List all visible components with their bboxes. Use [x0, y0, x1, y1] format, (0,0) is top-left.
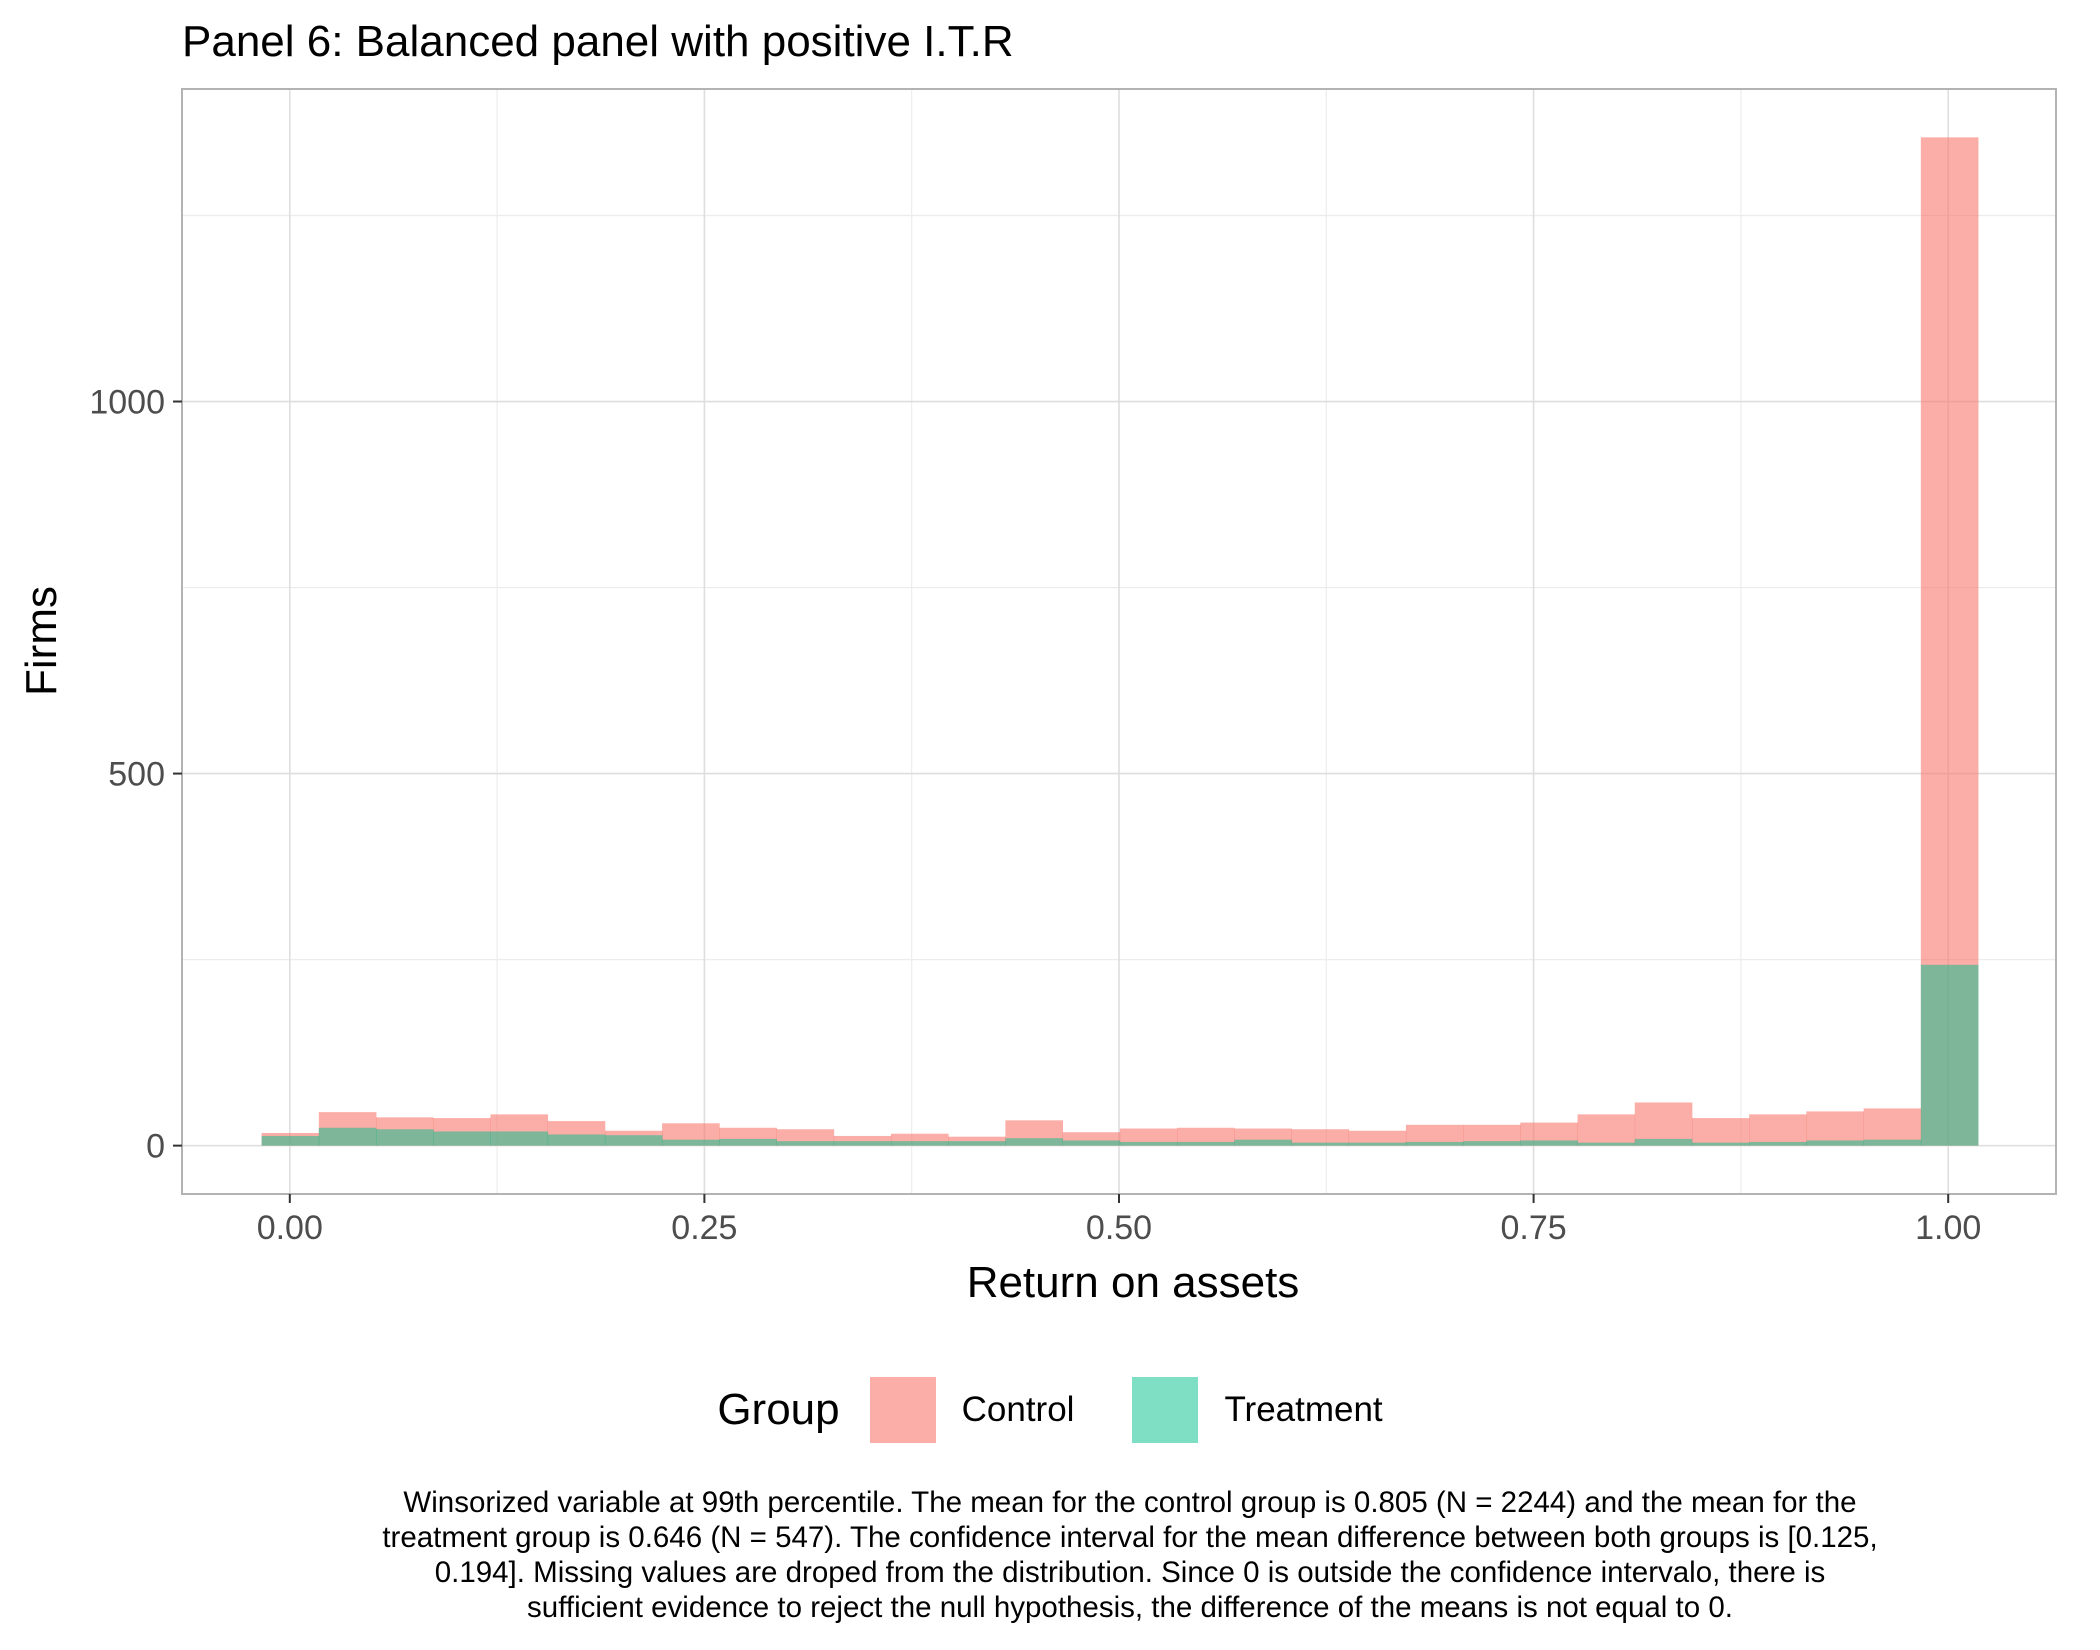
chart-title: Panel 6: Balanced panel with positive I.… [182, 17, 1014, 66]
control-bar [890, 1133, 949, 1146]
legend-label-control: Control [961, 1390, 1075, 1429]
x-axis: 0.00 0.25 0.50 0.75 1.00 [257, 1194, 1981, 1247]
treatment-bar [604, 1135, 663, 1146]
treatment-bar [1577, 1142, 1636, 1146]
caption-line: sufficient evidence to reject the null h… [527, 1591, 1733, 1624]
control-bar [1119, 1128, 1178, 1146]
caption-line: Winsorized variable at 99th percentile. … [403, 1486, 1857, 1519]
treatment-bar [1806, 1140, 1865, 1146]
treatment-bar [1005, 1138, 1064, 1146]
treatment-bar [1291, 1142, 1350, 1146]
treatment-bar [1405, 1141, 1464, 1146]
control-bar [1691, 1118, 1750, 1146]
treatment-bar [662, 1139, 720, 1146]
y-tick-label: 1000 [89, 384, 165, 422]
treatment-bar [1920, 964, 1979, 1146]
control-bar [1634, 1102, 1693, 1146]
treatment-bar [1062, 1140, 1121, 1146]
x-tick-label: 1.00 [1915, 1209, 1981, 1247]
treatment-bar [1234, 1139, 1292, 1146]
treatment-bar [1520, 1140, 1578, 1146]
x-axis-title: Return on assets [967, 1258, 1300, 1307]
treatment-bar [833, 1141, 892, 1146]
treatment-bar [890, 1141, 949, 1146]
caption-line: treatment group is 0.646 (N = 547). The … [382, 1521, 1878, 1554]
treatment-bar [1119, 1141, 1178, 1146]
x-tick-label: 0.75 [1501, 1209, 1567, 1247]
treatment-bar [1634, 1138, 1693, 1146]
treatment-bar [318, 1127, 377, 1146]
legend-label-treatment: Treatment [1224, 1390, 1383, 1429]
y-axis-title: Firms [17, 586, 66, 696]
treatment-bar [433, 1131, 491, 1146]
control-bar [833, 1135, 892, 1146]
legend: Group Control Treatment [0, 1370, 2100, 1450]
legend-key-control [869, 1377, 936, 1443]
control-bar [1291, 1129, 1350, 1146]
treatment-bar [261, 1135, 320, 1146]
treatment-bar [719, 1138, 777, 1146]
treatment-bar [776, 1141, 835, 1146]
grid-lines [182, 89, 2056, 1194]
legend-title: Group [717, 1385, 840, 1434]
control-bar [1806, 1111, 1865, 1146]
chart-caption: Winsorized variable at 99th percentile. … [250, 1485, 2010, 1625]
treatment-bar [1177, 1141, 1235, 1146]
y-tick-label: 500 [108, 756, 165, 794]
caption-line: 0.194]. Missing values are droped from t… [434, 1556, 1826, 1589]
control-bar [1749, 1114, 1807, 1146]
control-series-bars [261, 137, 1979, 1146]
treatment-bar [948, 1141, 1006, 1146]
control-bar [1348, 1130, 1407, 1146]
treatment-bar [1749, 1141, 1807, 1146]
control-bar [1863, 1108, 1922, 1146]
x-tick-label: 0.50 [1086, 1209, 1152, 1247]
treatment-bar [490, 1131, 549, 1146]
control-bar [1177, 1127, 1235, 1146]
control-bar [1577, 1114, 1636, 1146]
y-axis: 0 500 1000 [89, 384, 182, 1166]
y-tick-label: 0 [146, 1128, 165, 1166]
treatment-bar [376, 1129, 434, 1146]
control-bar [1463, 1124, 1521, 1146]
control-bar [1520, 1122, 1578, 1146]
treatment-bar [1348, 1142, 1407, 1146]
treatment-series-bars [261, 964, 1979, 1146]
legend-key-treatment [1132, 1377, 1199, 1443]
treatment-bar [1863, 1139, 1922, 1146]
x-tick-label: 0.25 [671, 1209, 737, 1247]
x-tick-label: 0.00 [257, 1209, 323, 1247]
treatment-bar [1463, 1141, 1521, 1146]
treatment-bar [547, 1134, 606, 1146]
treatment-bar [1691, 1142, 1750, 1146]
control-bar [1405, 1124, 1464, 1146]
